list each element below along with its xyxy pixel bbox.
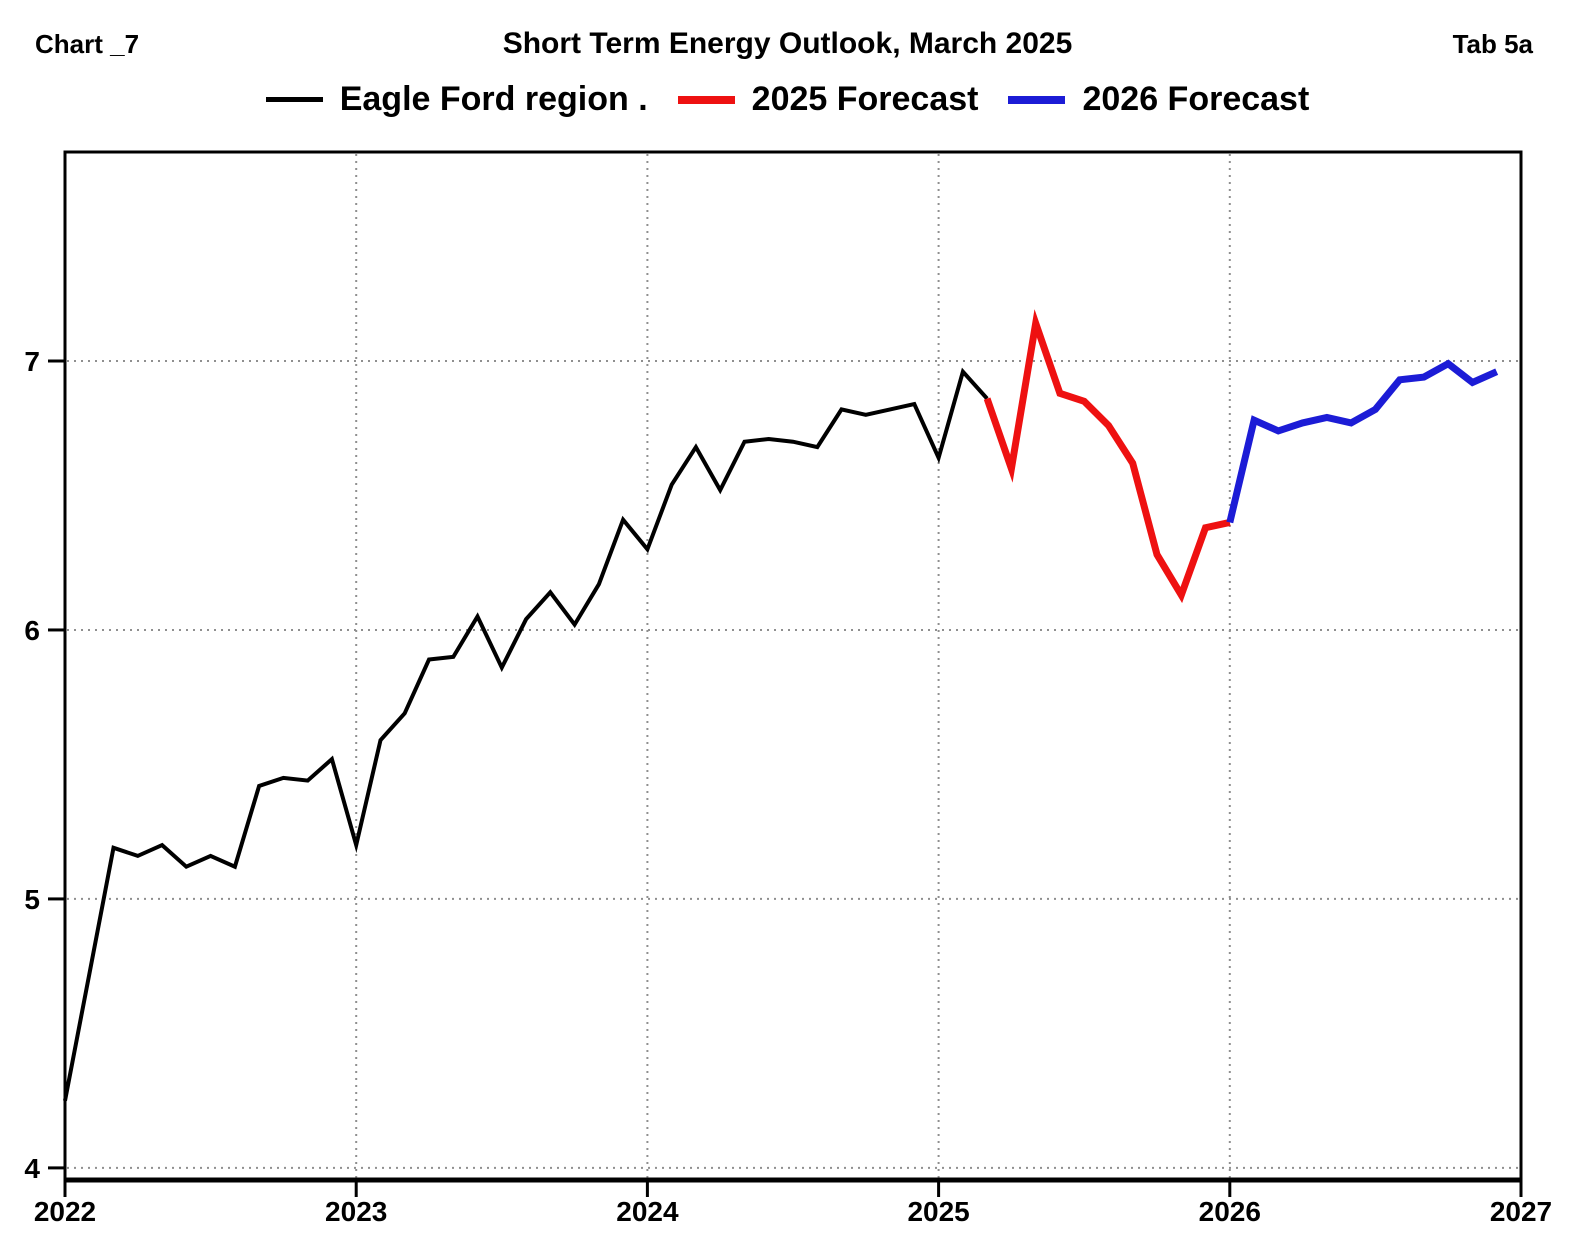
legend-label-2025-forecast: 2025 Forecast xyxy=(751,80,979,118)
legend-item-2025-forecast: 2025 Forecast xyxy=(677,80,979,119)
page-title: Short Term Energy Outlook, March 2025 xyxy=(502,27,1073,60)
x-tick-label: 2026 xyxy=(1199,1196,1261,1227)
y-tick-label: 5 xyxy=(24,884,40,915)
plot-border xyxy=(63,150,1523,1182)
legend-line-blue xyxy=(1008,95,1066,104)
series-line-2025-forecast xyxy=(983,309,1231,604)
y-tick-label: 7 xyxy=(24,346,40,377)
x-tick-label: 2025 xyxy=(907,1196,969,1227)
tab-label: Tab 5a xyxy=(1452,29,1533,59)
legend-line-black xyxy=(265,97,323,102)
x-tick-label: 2023 xyxy=(325,1196,387,1227)
legend-label-2026-forecast: 2026 Forecast xyxy=(1082,80,1310,118)
legend-item-2026-forecast: 2026 Forecast xyxy=(1008,80,1309,119)
legend: Eagle Ford region . 2025 Forecast 2026 F… xyxy=(0,80,1575,119)
legend-item-history: Eagle Ford region . xyxy=(265,80,648,119)
legend-label-history: Eagle Ford region . xyxy=(339,80,648,118)
series-line-eagle-ford-region xyxy=(63,367,989,1102)
series-line-2026-forecast xyxy=(1226,359,1499,524)
y-tick-label: 4 xyxy=(24,1153,40,1184)
y-tick-label: 6 xyxy=(24,615,40,646)
chart-number-label: Chart _7 xyxy=(35,29,140,59)
x-tick-label: 2022 xyxy=(34,1196,96,1227)
x-tick-label: 2027 xyxy=(1490,1196,1552,1227)
x-tick-label: 2024 xyxy=(616,1196,679,1227)
legend-line-red xyxy=(677,95,735,104)
